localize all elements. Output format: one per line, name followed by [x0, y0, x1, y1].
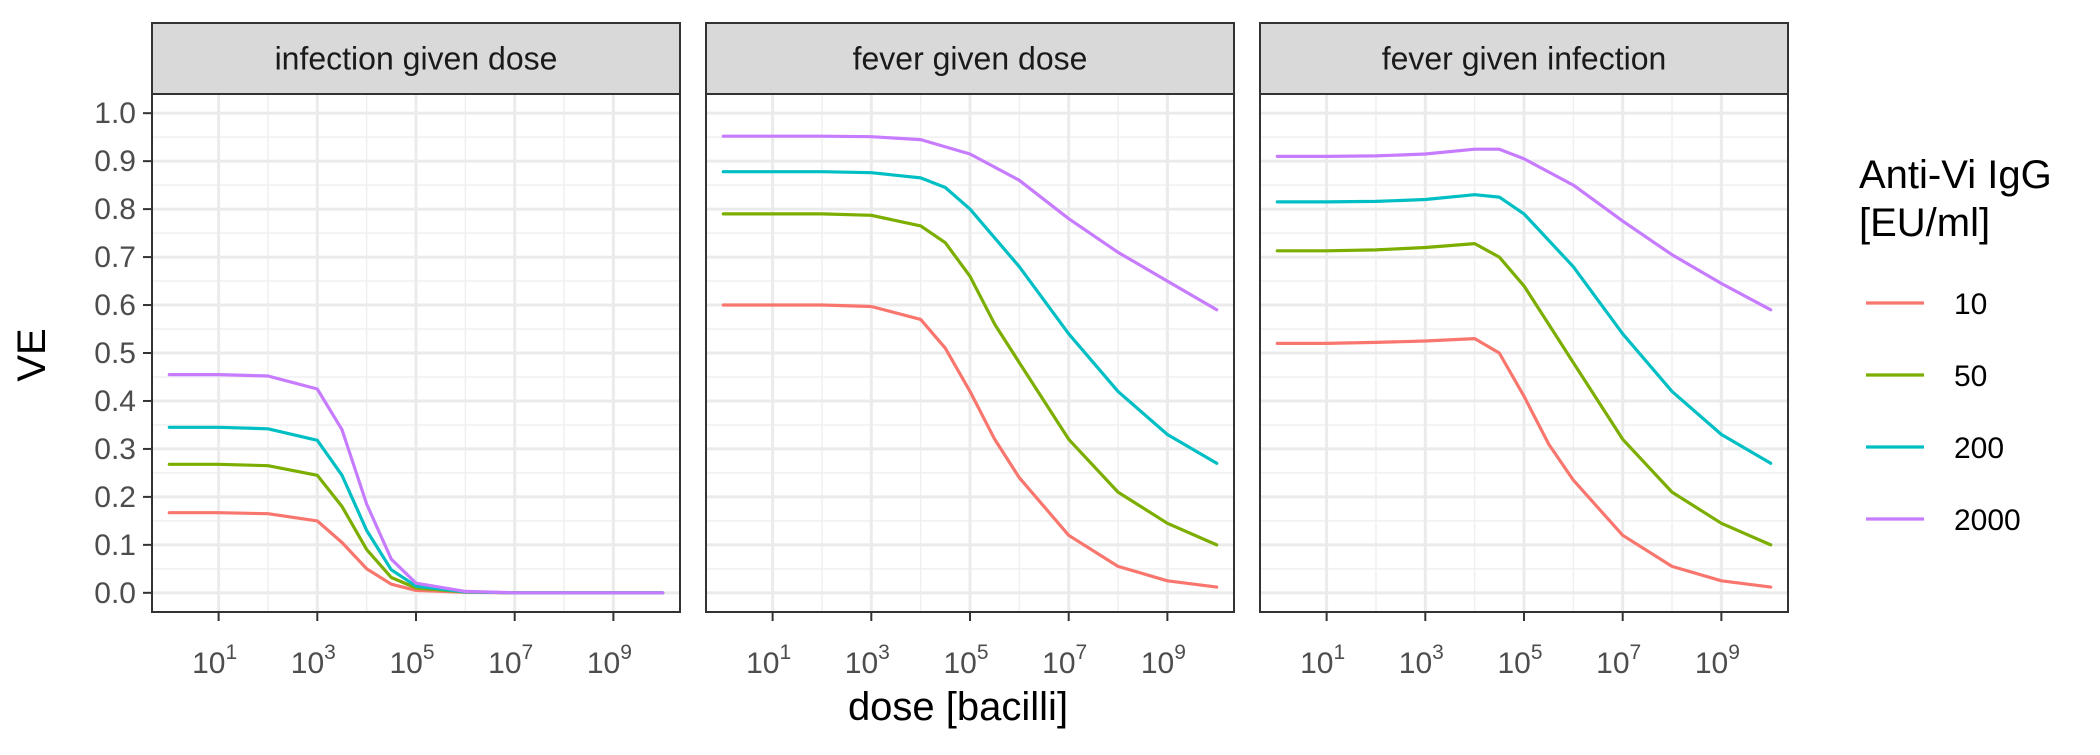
x-tick-label: 103: [291, 641, 336, 680]
y-tick-label: 0.6: [94, 289, 136, 322]
legend-label: 2000: [1954, 504, 2021, 537]
y-tick-label: 1.0: [94, 97, 136, 130]
series-line-50: [1275, 242, 1773, 547]
x-tick-label: 101: [1300, 641, 1345, 680]
x-tick-label: 101: [192, 641, 237, 680]
series-line-50: [721, 212, 1219, 547]
y-tick-label: 0.3: [94, 433, 136, 466]
y-tick-label: 0.4: [94, 385, 136, 418]
x-tick-label: 107: [1042, 641, 1087, 680]
x-tick-label: 101: [746, 641, 791, 680]
y-tick-label: 0.2: [94, 481, 136, 514]
series-line-200: [1275, 193, 1773, 465]
x-axis-title: dose [bacilli]: [848, 685, 1068, 729]
y-axis: 0.0 0.1 0.2 0.3 0.4 0.5 0.6 0.7 0.8 0.9 1.0: [94, 97, 152, 610]
legend-label: 10: [1954, 288, 1987, 321]
x-tick-label: 103: [1399, 641, 1444, 680]
legend-label: 200: [1954, 432, 2004, 465]
legend-label: 50: [1954, 360, 1987, 393]
x-tick-label: 103: [845, 641, 890, 680]
y-axis-title: VE: [10, 328, 54, 381]
facet-strip: [705, 22, 1235, 95]
panel-3: fever given infection 101 103 105 107 109: [1259, 22, 1789, 680]
legend-entry-2000: 2000: [1866, 504, 2021, 537]
facet-strip-label: fever given dose: [853, 41, 1088, 77]
y-tick-label: 0.1: [94, 529, 136, 562]
legend-title: Anti-Vi IgG [EU/ml]: [1859, 153, 2052, 245]
legend-entry-10: 10: [1866, 288, 1987, 321]
series-line-10: [721, 303, 1219, 589]
x-tick-label: 109: [587, 641, 632, 680]
legend-entry-200: 200: [1866, 432, 2004, 465]
x-tick-label: 105: [943, 641, 988, 680]
panel-1: infection given dose 101 103 105 107 109: [151, 22, 681, 680]
facet-strip: [1259, 22, 1789, 95]
x-tick-label: 105: [389, 641, 434, 680]
series-line-2000: [167, 373, 665, 595]
y-tick-label: 0.0: [94, 577, 136, 610]
series-line-10: [1275, 337, 1773, 589]
legend: Anti-Vi IgG [EU/ml] 10 50 200 2000: [1859, 153, 2052, 537]
y-tick-label: 0.9: [94, 145, 136, 178]
x-tick-label: 105: [1497, 641, 1542, 680]
facet-strip: [151, 22, 681, 95]
series-line-200: [721, 170, 1219, 465]
panel-2: fever given dose 101 103 105 107 109: [705, 22, 1235, 680]
y-tick-label: 0.8: [94, 193, 136, 226]
facet-strip-label: fever given infection: [1382, 41, 1667, 77]
legend-entry-50: 50: [1866, 360, 1987, 393]
x-tick-label: 107: [1596, 641, 1641, 680]
x-tick-label: 107: [488, 641, 533, 680]
y-tick-label: 0.7: [94, 241, 136, 274]
series-line-2000: [721, 134, 1219, 312]
series-line-2000: [1275, 147, 1773, 312]
y-tick-label: 0.5: [94, 337, 136, 370]
x-tick-label: 109: [1695, 641, 1740, 680]
facet-strip-label: infection given dose: [275, 41, 558, 77]
x-tick-label: 109: [1141, 641, 1186, 680]
